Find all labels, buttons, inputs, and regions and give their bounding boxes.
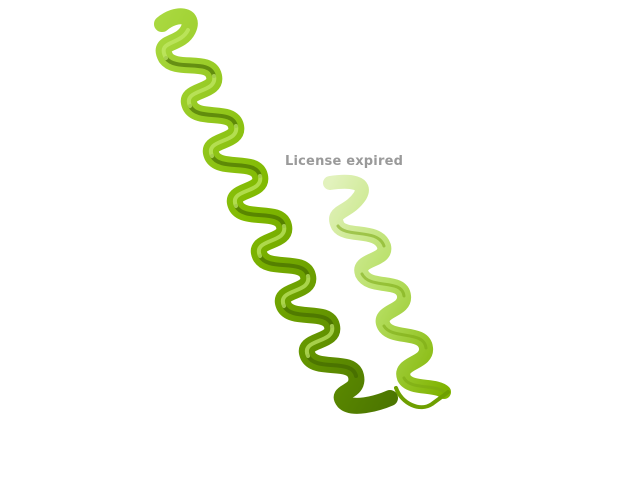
helix-back-edge (336, 224, 446, 394)
helix-front-ribbon (154, 8, 398, 414)
helix-front (154, 8, 398, 414)
license-expired-watermark: License expired (285, 154, 404, 169)
connecting-loop (394, 386, 450, 410)
helix-front-shadow (164, 56, 358, 378)
helix-back (323, 174, 451, 399)
helix-front-highlight (161, 28, 335, 358)
